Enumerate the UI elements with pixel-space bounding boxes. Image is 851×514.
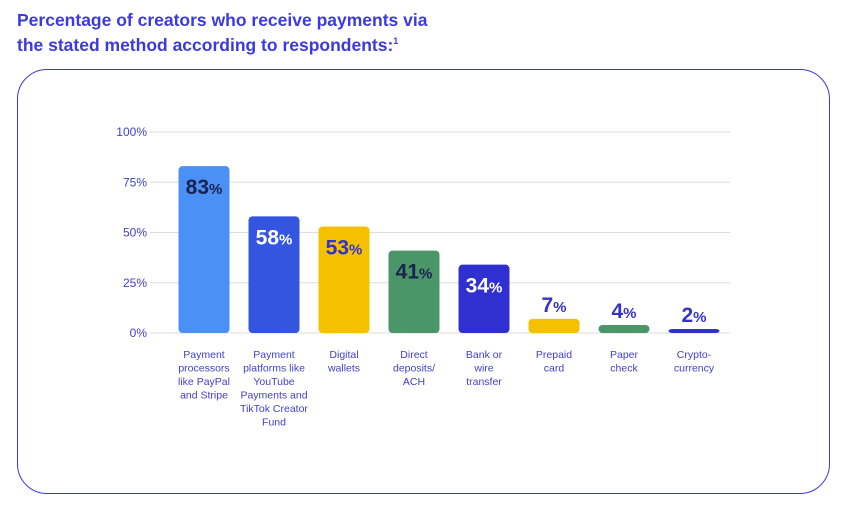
category-label: Payment platforms like YouTube Payments and… [240,349,308,429]
bar [458,264,510,333]
bar [248,216,300,333]
chart-card [17,69,830,494]
data-label: 58% [256,226,293,249]
data-label: 41% [396,261,433,284]
bar [598,324,650,333]
y-tick-label: 100% [116,125,147,139]
bar [528,318,580,333]
category-label: Paper check [610,349,639,375]
category-label: Bank or wire transfer [466,349,503,388]
data-label: 83% [186,176,223,199]
data-label: 53% [326,236,363,259]
data-label: 34% [466,275,503,298]
data-label: 2% [681,304,706,327]
bar [318,226,370,333]
data-label: 7% [541,294,566,317]
category-label: Crypto-currency [674,349,715,375]
category-label: Payment processors like PayPal and Stripe [178,349,230,402]
bar [388,250,440,333]
page-title: Percentage of creators who receive payme… [17,10,437,56]
category-label: Prepaid card [536,349,572,375]
data-label: 4% [611,300,636,323]
y-tick-label: 75% [123,175,147,189]
category-label: Direct deposits/ACH [393,349,435,388]
y-tick-label: 25% [123,276,147,290]
y-tick-label: 0% [130,326,148,340]
title-text: Percentage of creators who receive payme… [17,10,428,55]
footnote-marker: 1 [393,36,399,46]
bar [668,328,720,333]
y-tick-label: 50% [123,226,147,240]
category-label: Digital wallets [327,349,360,375]
bar [178,166,230,333]
